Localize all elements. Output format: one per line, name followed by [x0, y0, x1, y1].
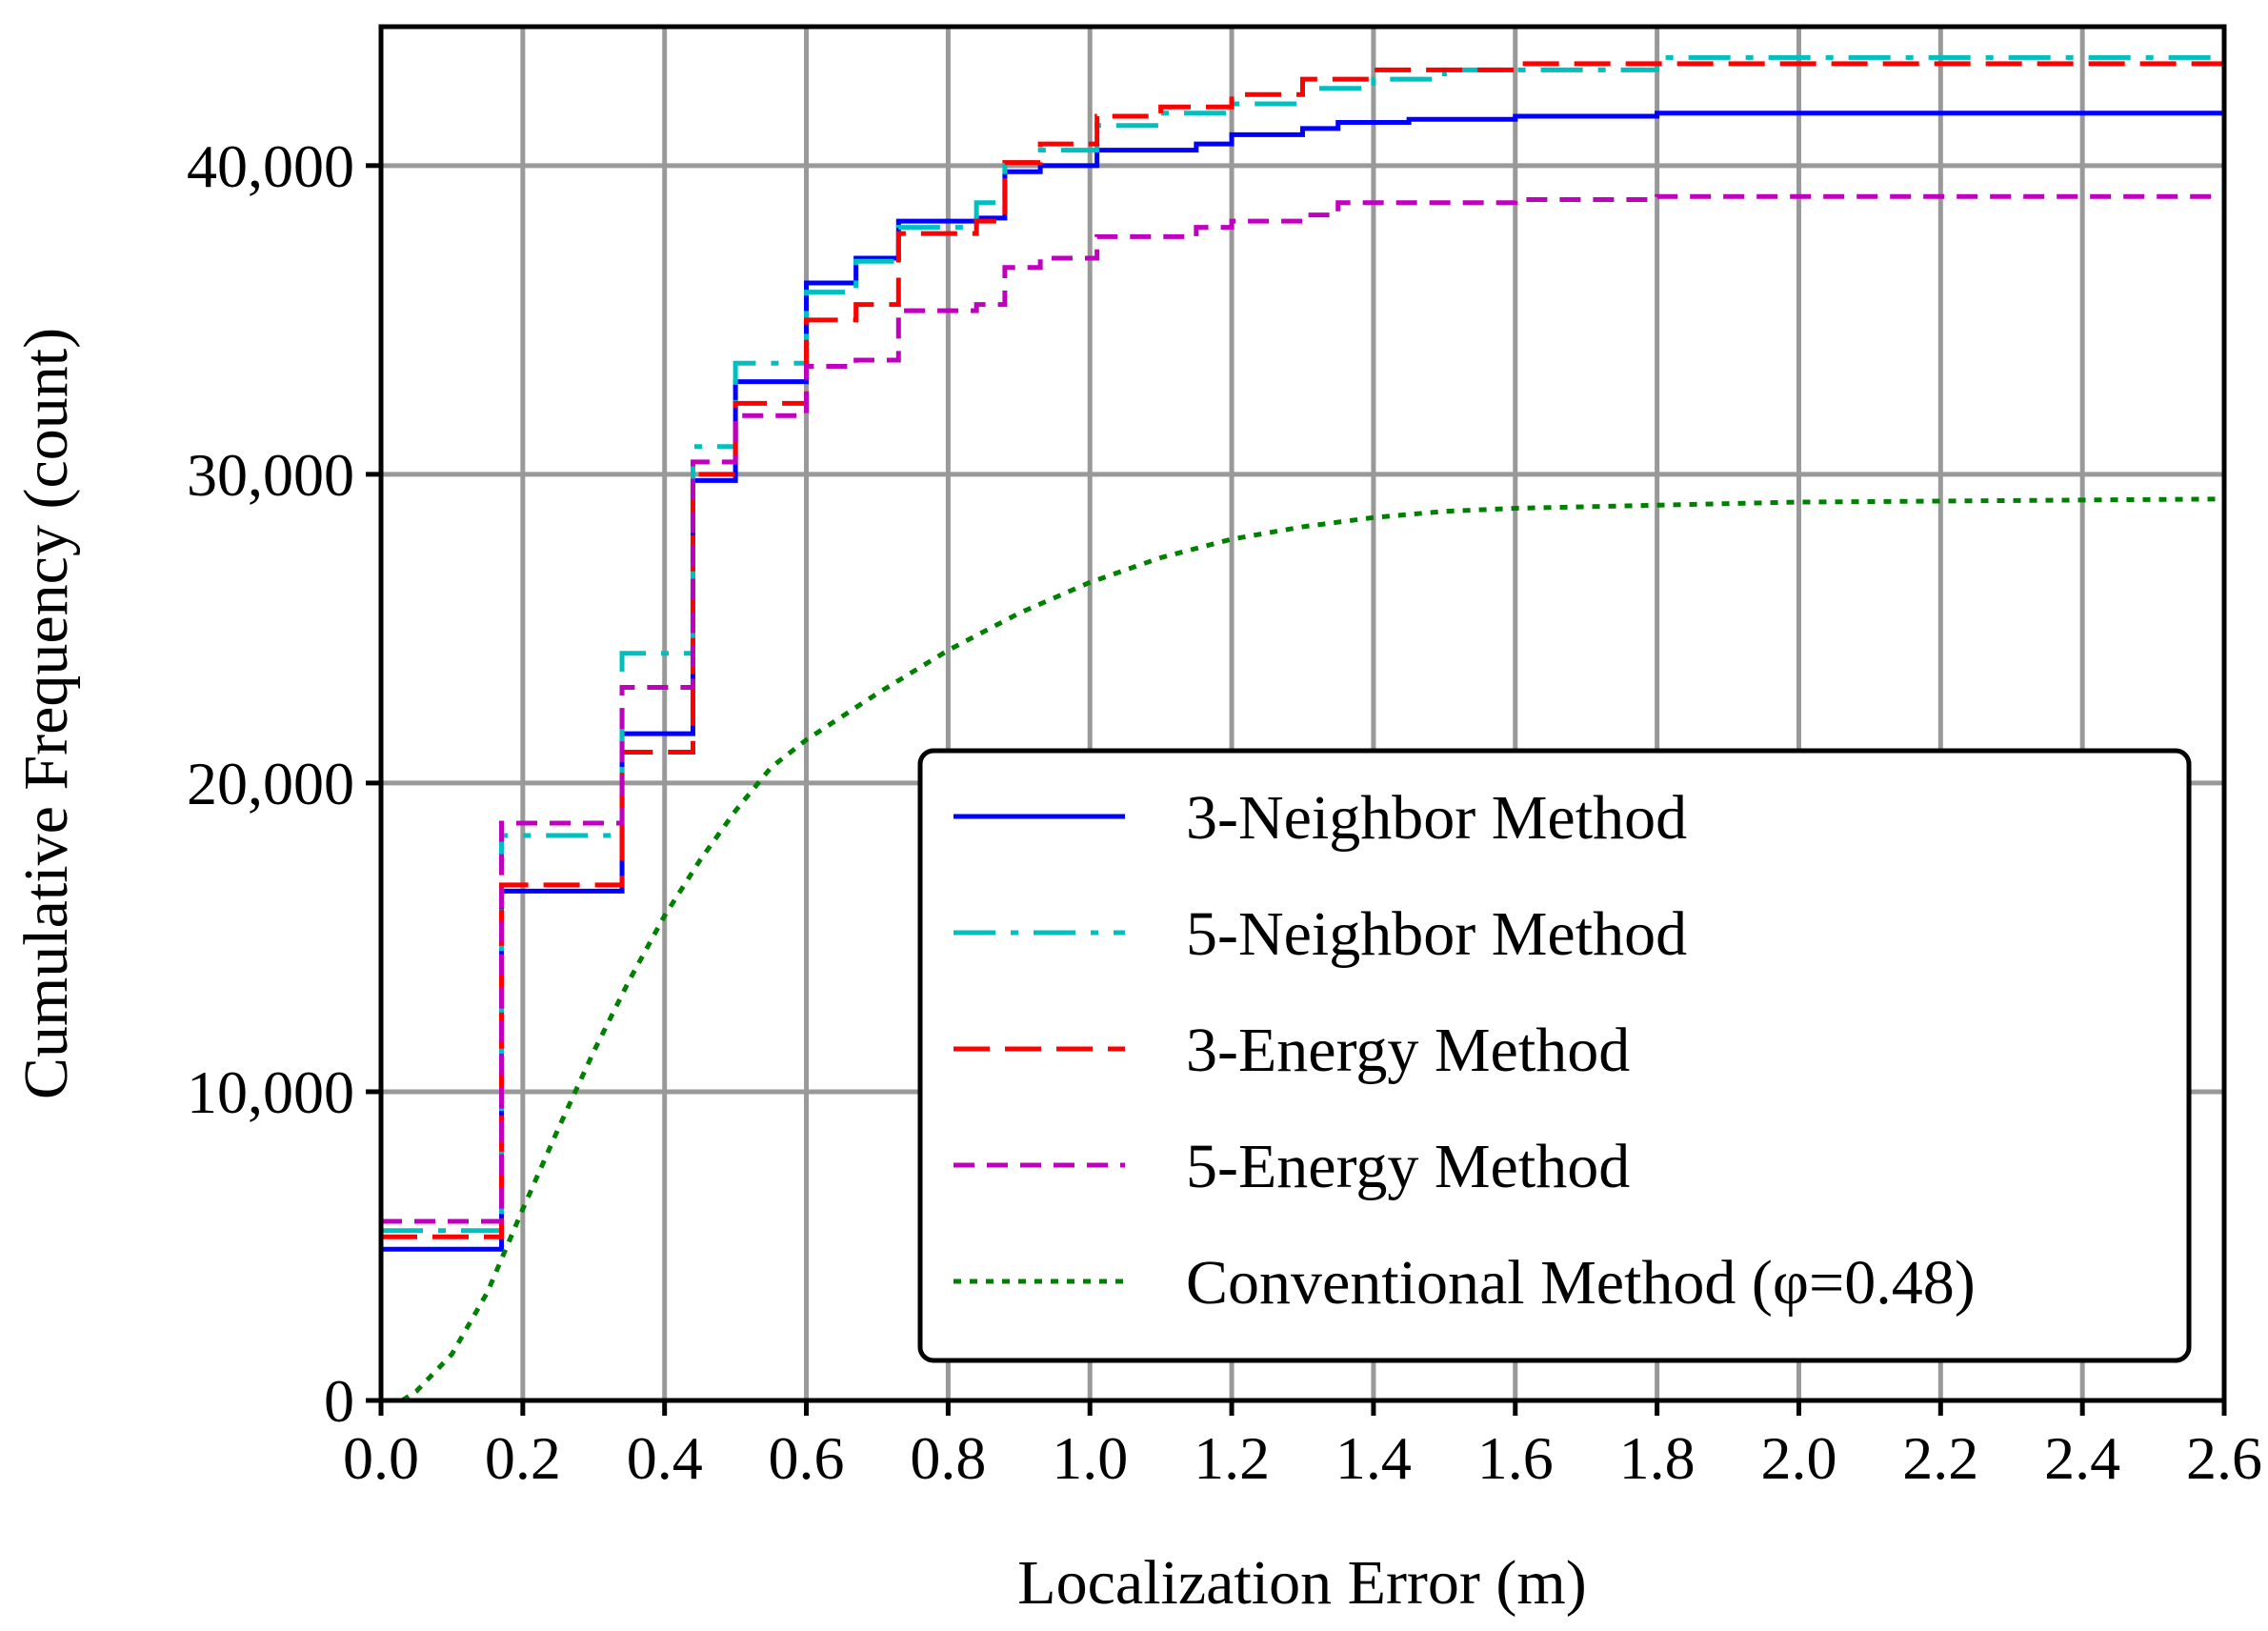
- x-tick-label: 0.8: [910, 1424, 986, 1492]
- legend: 3-Neighbor Method 5-Neighbor Method 3-Ener…: [917, 748, 2192, 1363]
- y-tick-label: 30,000: [187, 441, 354, 509]
- x-tick-label: 2.4: [2044, 1424, 2120, 1492]
- legend-box: [917, 748, 2192, 1363]
- x-tick-label: 1.6: [1477, 1424, 1554, 1492]
- x-tick-label: 0.2: [485, 1424, 561, 1492]
- y-tick-label: 10,000: [187, 1058, 354, 1126]
- ticks: 0.0 0.2 0.4 0.6 0.8 1.0 1.2 1.4 1.6 1.8 2.0 2.2 2.4 2…: [187, 132, 2262, 1492]
- x-tick-label: 2.0: [1760, 1424, 1836, 1492]
- x-tick-label: 0.0: [343, 1424, 419, 1492]
- series-line-1: [381, 111, 2224, 1252]
- x-tick-label: 2.6: [2186, 1424, 2262, 1492]
- legend-label-1: 3-Neighbor Method: [1186, 783, 1687, 853]
- legend-label-2: 5-Neighbor Method: [1186, 899, 1687, 969]
- series-line-3: [381, 60, 2227, 1239]
- x-axis-label: Localization Error (m): [1017, 1548, 1586, 1618]
- legend-items: 3-Neighbor Method 5-Neighbor Method 3-Ener…: [953, 783, 1976, 1318]
- series-line-5: [400, 496, 2225, 1403]
- series-line-4: [381, 193, 2224, 1224]
- y-tick-label: 20,000: [187, 750, 354, 817]
- legend-label-5: Conventional Method (φ=0.48): [1186, 1248, 1976, 1318]
- x-tick-label: 2.2: [1902, 1424, 1978, 1492]
- x-tick-label: 1.4: [1335, 1424, 1412, 1492]
- legend-label-4: 5-Energy Method: [1186, 1132, 1630, 1201]
- x-tick-label: 1.0: [1052, 1424, 1128, 1492]
- y-axis-label: Cumulative Frequency (count): [11, 328, 81, 1099]
- x-tick-label: 0.4: [627, 1424, 703, 1492]
- y-tick-label: 0: [324, 1367, 354, 1435]
- x-tick-label: 1.2: [1194, 1424, 1270, 1492]
- plot-frame: [378, 24, 2227, 1403]
- legend-label-3: 3-Energy Method: [1186, 1016, 1630, 1085]
- y-tick-label: 40,000: [187, 132, 354, 200]
- series-lines: [381, 54, 2227, 1403]
- x-tick-label: 0.6: [769, 1424, 845, 1492]
- x-tick-label: 1.8: [1619, 1424, 1696, 1492]
